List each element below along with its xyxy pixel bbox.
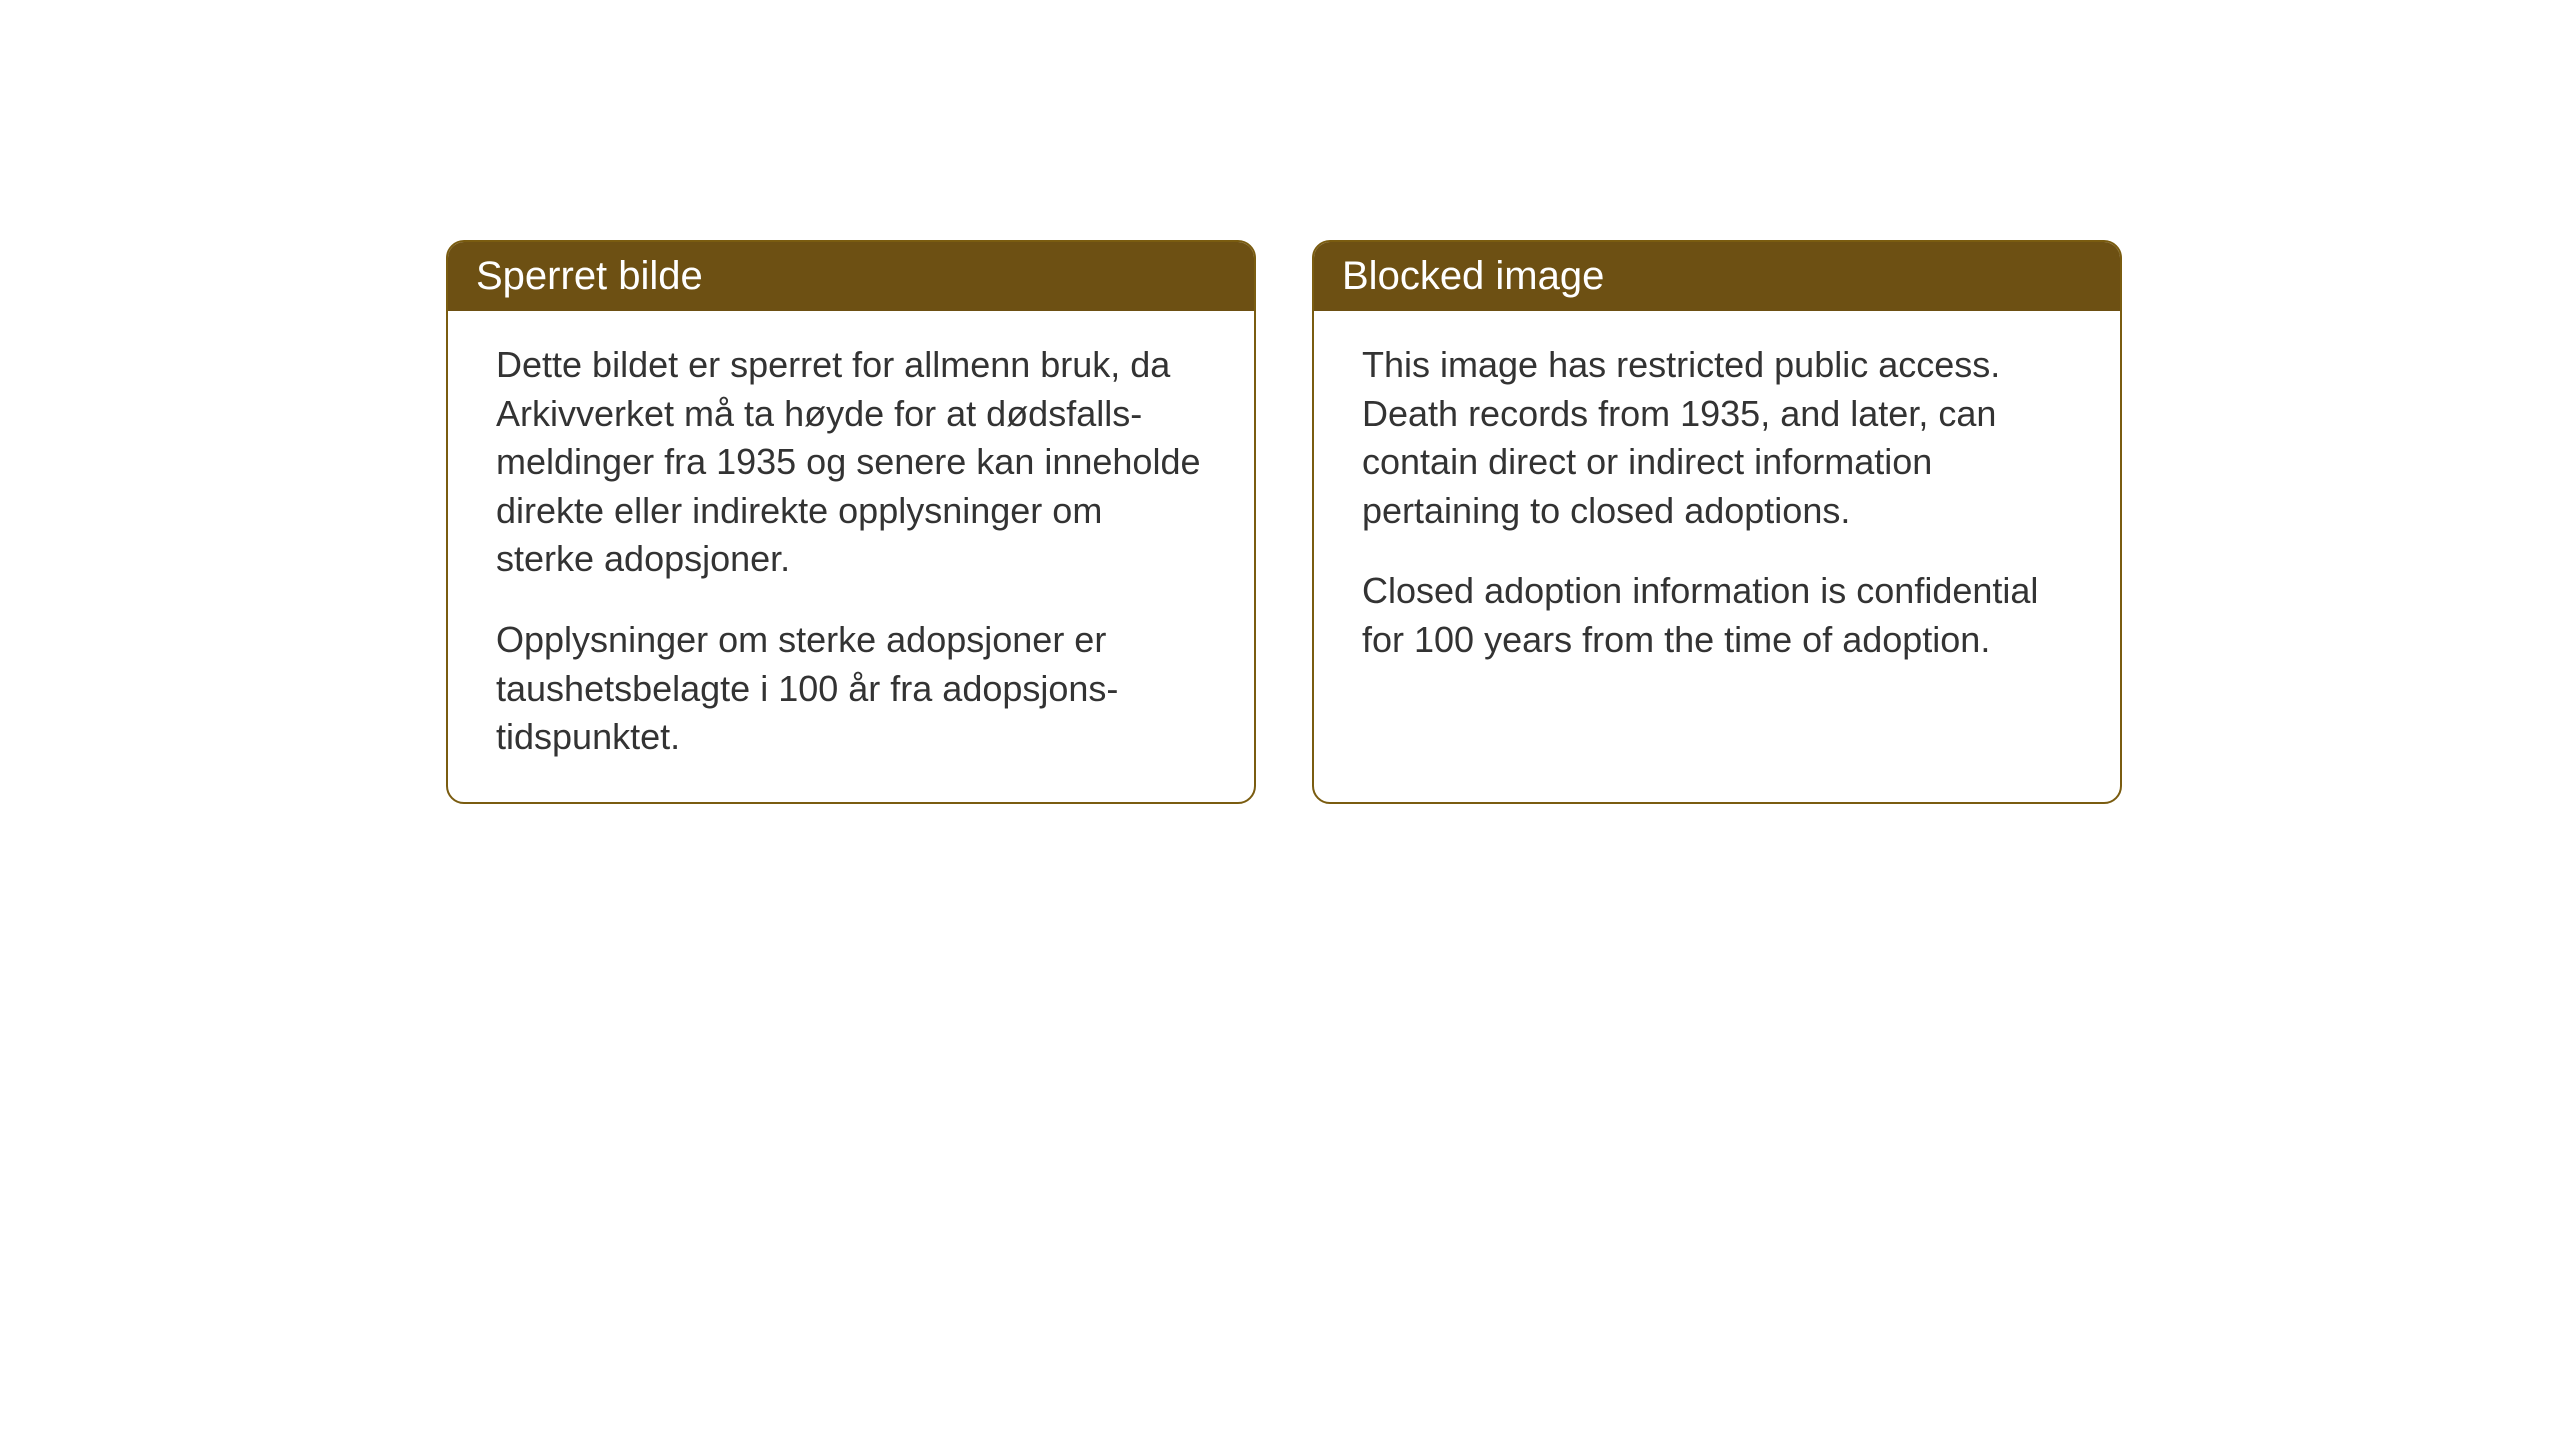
card-header-norwegian: Sperret bilde [448,242,1254,311]
card-title-norwegian: Sperret bilde [476,254,703,298]
card-body-english: This image has restricted public access.… [1314,311,2120,705]
cards-container: Sperret bilde Dette bildet er sperret fo… [446,240,2122,804]
card-paragraph-2-english: Closed adoption information is confident… [1362,567,2072,664]
card-body-norwegian: Dette bildet er sperret for allmenn bruk… [448,311,1254,802]
card-english: Blocked image This image has restricted … [1312,240,2122,804]
card-paragraph-1-english: This image has restricted public access.… [1362,341,2072,535]
card-title-english: Blocked image [1342,254,1604,298]
card-paragraph-2-norwegian: Opplysninger om sterke adopsjoner er tau… [496,616,1206,762]
card-paragraph-1-norwegian: Dette bildet er sperret for allmenn bruk… [496,341,1206,584]
card-norwegian: Sperret bilde Dette bildet er sperret fo… [446,240,1256,804]
card-header-english: Blocked image [1314,242,2120,311]
